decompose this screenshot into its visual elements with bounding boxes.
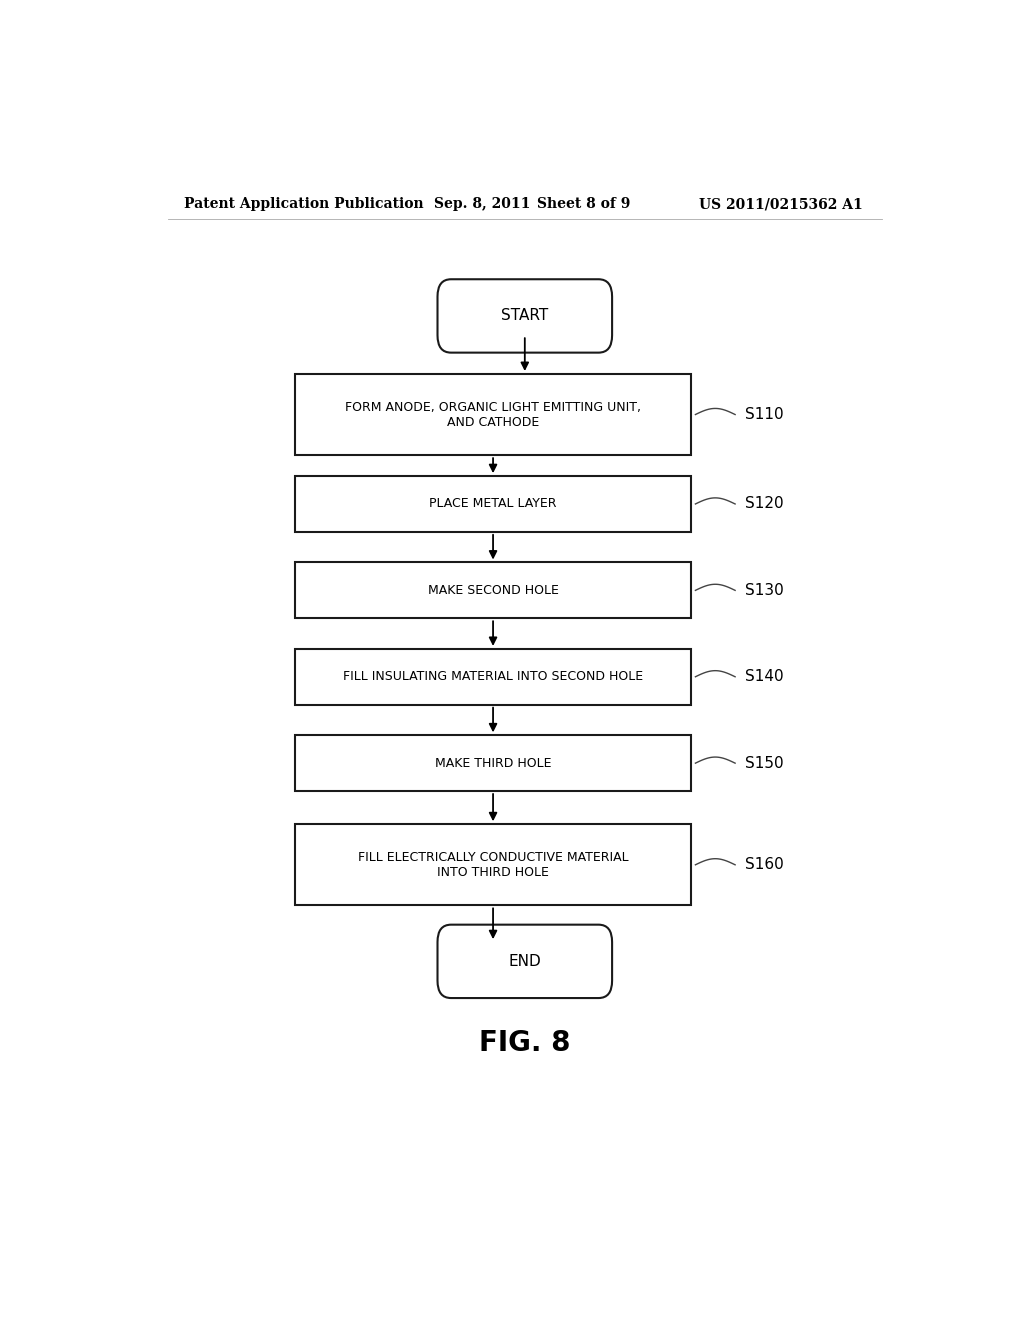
Text: S110: S110 (744, 407, 783, 422)
Text: Sep. 8, 2011: Sep. 8, 2011 (433, 197, 529, 211)
Text: S160: S160 (744, 857, 783, 873)
Text: S150: S150 (744, 755, 783, 771)
FancyBboxPatch shape (437, 925, 612, 998)
Text: FORM ANODE, ORGANIC LIGHT EMITTING UNIT,
AND CATHODE: FORM ANODE, ORGANIC LIGHT EMITTING UNIT,… (345, 400, 641, 429)
Text: Sheet 8 of 9: Sheet 8 of 9 (537, 197, 630, 211)
Text: PLACE METAL LAYER: PLACE METAL LAYER (429, 498, 557, 511)
Bar (295, 824, 691, 906)
Bar (295, 374, 691, 455)
Text: FILL INSULATING MATERIAL INTO SECOND HOLE: FILL INSULATING MATERIAL INTO SECOND HOL… (343, 671, 643, 684)
Text: MAKE SECOND HOLE: MAKE SECOND HOLE (428, 583, 558, 597)
Bar (295, 735, 691, 791)
Text: S130: S130 (744, 583, 783, 598)
Text: S120: S120 (744, 496, 783, 511)
Bar (295, 477, 691, 532)
FancyBboxPatch shape (437, 280, 612, 352)
Text: US 2011/0215362 A1: US 2011/0215362 A1 (699, 197, 863, 211)
Text: S140: S140 (744, 669, 783, 684)
Bar (295, 649, 691, 705)
Text: Patent Application Publication: Patent Application Publication (183, 197, 423, 211)
Text: FILL ELECTRICALLY CONDUCTIVE MATERIAL
INTO THIRD HOLE: FILL ELECTRICALLY CONDUCTIVE MATERIAL IN… (357, 851, 629, 879)
Text: MAKE THIRD HOLE: MAKE THIRD HOLE (435, 756, 551, 770)
Text: FIG. 8: FIG. 8 (479, 1028, 570, 1057)
Bar (295, 562, 691, 618)
Text: END: END (509, 954, 541, 969)
Text: START: START (501, 309, 549, 323)
